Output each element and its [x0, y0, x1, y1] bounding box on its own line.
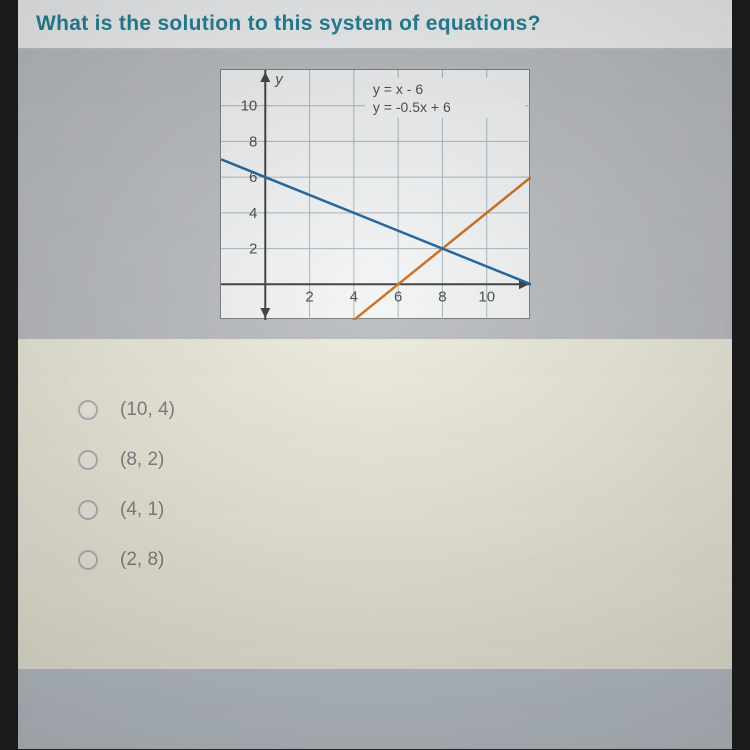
answer-option-2[interactable]: (4, 1): [78, 499, 692, 521]
svg-text:6: 6: [394, 288, 402, 305]
question-header: What is the solution to this system of e…: [18, 0, 732, 49]
radio-icon: [78, 450, 98, 470]
svg-text:2: 2: [305, 288, 313, 305]
question-text: What is the solution to this system of e…: [36, 12, 714, 36]
answer-label: (10, 4): [120, 399, 175, 421]
svg-text:8: 8: [438, 288, 446, 305]
svg-text:y = -0.5x + 6: y = -0.5x + 6: [373, 99, 451, 115]
answer-label: (8, 2): [120, 449, 164, 471]
radio-icon: [78, 400, 98, 420]
graph-svg: 246810246810yy = x - 6y = -0.5x + 6: [221, 70, 531, 320]
line-2: [221, 159, 531, 284]
graph-section: 246810246810yy = x - 6y = -0.5x + 6: [18, 49, 732, 339]
answers-section: (10, 4) (8, 2) (4, 1) (2, 8): [18, 339, 732, 669]
svg-text:4: 4: [350, 288, 358, 305]
svg-text:2: 2: [249, 241, 257, 258]
answer-label: (2, 8): [120, 549, 164, 571]
svg-text:y: y: [274, 71, 284, 88]
answer-option-0[interactable]: (10, 4): [78, 399, 692, 421]
svg-text:y = x - 6: y = x - 6: [373, 81, 423, 97]
svg-text:10: 10: [478, 288, 495, 305]
svg-text:8: 8: [249, 133, 257, 150]
bottom-bar: [18, 669, 732, 749]
answer-option-1[interactable]: (8, 2): [78, 449, 692, 471]
radio-icon: [78, 500, 98, 520]
answer-option-3[interactable]: (2, 8): [78, 549, 692, 571]
radio-icon: [78, 550, 98, 570]
app-frame: What is the solution to this system of e…: [18, 0, 732, 750]
svg-text:4: 4: [249, 205, 257, 222]
graph-container: 246810246810yy = x - 6y = -0.5x + 6: [220, 69, 530, 319]
svg-text:10: 10: [241, 98, 258, 115]
answer-label: (4, 1): [120, 499, 164, 521]
